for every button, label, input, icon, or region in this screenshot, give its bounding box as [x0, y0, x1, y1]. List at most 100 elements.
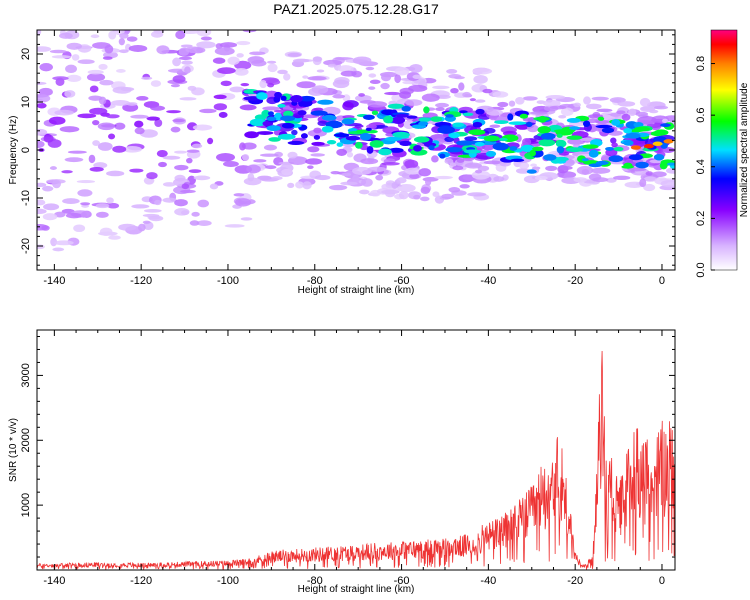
spectrogram-cell [249, 118, 267, 127]
spectrogram-cell [80, 211, 87, 218]
spectrogram-cell [397, 184, 416, 193]
spectrogram-cell [174, 164, 189, 171]
spectrogram-cell [406, 115, 418, 119]
spectrogram-cell [128, 45, 148, 52]
spectrogram-cell [492, 142, 509, 151]
spectrogram-cell [271, 176, 283, 181]
spectrogram-cell [333, 133, 350, 138]
spectrogram-cell [37, 128, 48, 136]
spectrogram-cell [409, 63, 423, 73]
spectrogram-cell [184, 66, 191, 74]
spectrogram-cell [566, 135, 583, 140]
spectrogram-cell [196, 41, 216, 49]
spectrogram-cell [166, 110, 181, 114]
spectrogram-cell [616, 110, 626, 115]
spectrogram-cell [613, 175, 631, 180]
spectrogram-cell [321, 114, 337, 121]
spectrogram-cell [243, 177, 262, 186]
spectrogram-cell [582, 144, 599, 149]
spectrogram-cell [180, 44, 193, 48]
spectrogram-cell [51, 55, 72, 59]
spectrogram-cell [489, 124, 501, 128]
spectrogram-cell [156, 45, 170, 55]
spectrogram-cell [617, 101, 636, 107]
y-tick-label: 3000 [20, 363, 32, 387]
spectrogram-cell [413, 194, 421, 200]
spectrogram-cell [625, 132, 641, 139]
colorbar-tick-label: 0.2 [695, 211, 707, 226]
spectrogram-cell [219, 42, 238, 48]
spectrogram-cell [543, 99, 561, 107]
spectrogram-hotspot [652, 141, 663, 146]
spectrogram-cell [266, 125, 281, 132]
spectrogram-cell [330, 170, 341, 175]
spectrogram-cell [661, 118, 669, 123]
spectrogram-cell [434, 175, 453, 180]
spectrogram-cell [556, 146, 565, 154]
spectrogram-cell [104, 44, 114, 54]
spectrogram-cell [126, 102, 138, 106]
spectrogram-cell [458, 110, 468, 114]
spectrogram-cell [179, 97, 197, 101]
spectrogram-cell [452, 165, 464, 171]
spectrogram-cell [54, 240, 74, 246]
spectrogram-cell [518, 162, 530, 170]
spectrogram-cell [660, 180, 675, 188]
spectrogram-cell [310, 153, 326, 157]
spectrogram-cell [464, 136, 478, 141]
spectrogram-cell [218, 111, 228, 118]
spectrogram-cell [150, 105, 166, 111]
spectrogram-cell [418, 117, 431, 123]
spectrogram-cell [76, 180, 96, 184]
colorbar-tick-label: 0.8 [695, 56, 707, 71]
spectrogram-cell [185, 46, 204, 54]
spectrogram-cell [112, 86, 132, 94]
spectrogram-cell [119, 32, 129, 39]
spectrogram-cell [435, 107, 445, 112]
spectrogram-cell [481, 143, 495, 151]
spectrogram-cell [363, 114, 375, 120]
spectrogram-cell [522, 96, 538, 101]
x-tick-label: -80 [307, 575, 323, 587]
spectrogram-cell [359, 189, 370, 195]
spectrogram-cell [660, 123, 671, 128]
spectrogram-cell [483, 135, 500, 142]
spectrogram-cell [196, 220, 212, 226]
spectrogram-cell [323, 59, 343, 66]
spectrogram-cell [262, 106, 280, 111]
spectrogram-cell [463, 149, 482, 154]
spectrogram-cell [150, 80, 162, 87]
spectrogram-cell [428, 145, 435, 151]
spectrogram-cell [158, 161, 167, 168]
spectrogram-cell [283, 110, 294, 118]
spectrogram-cell [585, 103, 602, 110]
spectrogram-x-label: Height of straight line (km) [298, 285, 415, 296]
spectrogram-cell [549, 105, 567, 110]
spectrogram-cell [106, 170, 125, 177]
spectrogram-cell [267, 82, 275, 88]
spectrogram-cell [628, 138, 647, 148]
x-tick-label: -20 [567, 575, 583, 587]
spectrogram-cell [394, 67, 410, 76]
spectrogram-cell [432, 191, 440, 198]
spectrogram-x-ticks: -140 -120 -100 -80 -60 -40 -20 0 [43, 30, 665, 287]
spectrogram-cell [212, 57, 226, 64]
spectrogram-cell [192, 124, 213, 131]
spectrogram-cell [468, 129, 486, 136]
spectrogram-cell [122, 146, 142, 153]
spectrogram-cell [291, 129, 298, 136]
spectrogram-cell [356, 129, 370, 134]
spectrogram-cell [537, 126, 551, 134]
spectrogram-cell [401, 105, 411, 112]
spectrogram-cell [651, 171, 667, 178]
spectrogram-cell [170, 126, 181, 133]
spectrogram-cell [354, 124, 364, 128]
spectrogram-cell [482, 88, 493, 94]
spectrogram-cell [342, 101, 354, 111]
spectrogram-cell [581, 168, 590, 175]
y-tick-label: 2000 [20, 428, 32, 452]
spectrogram-cell [37, 46, 51, 52]
spectrogram-cell [639, 178, 647, 188]
spectrogram-cell [361, 178, 373, 187]
spectrogram-cell [200, 36, 212, 41]
